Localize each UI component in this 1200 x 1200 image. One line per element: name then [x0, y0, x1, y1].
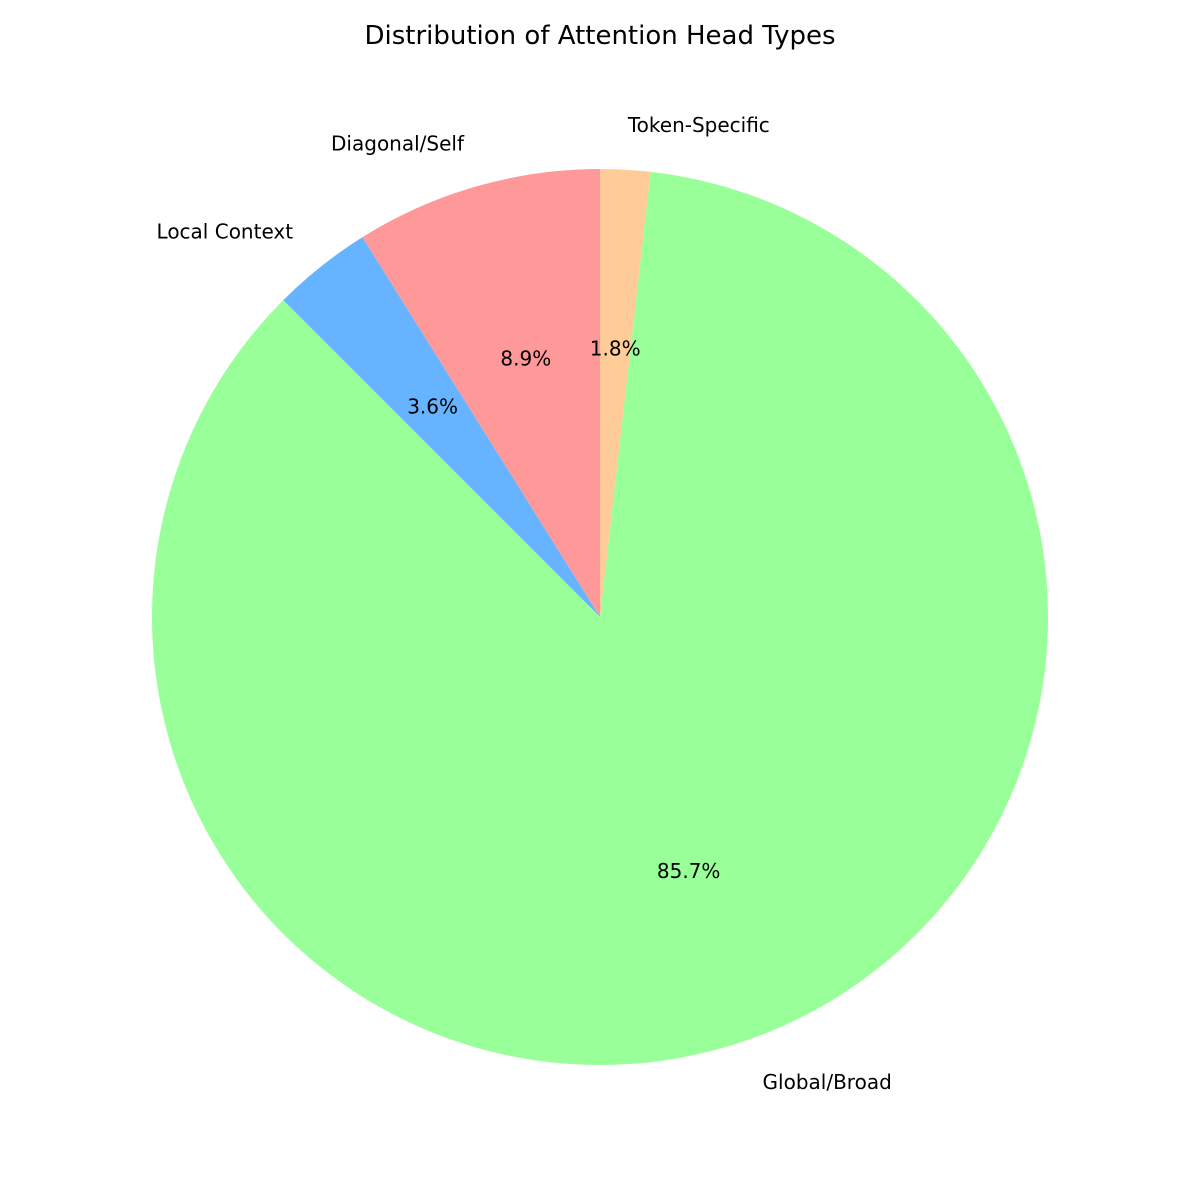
slice-label: Local Context: [157, 219, 294, 243]
slice-percentage-label: 8.9%: [500, 347, 551, 371]
slice-percentage-label: 85.7%: [657, 859, 721, 883]
pie-labels: Diagonal/Self 8.9% Local Context 3.6% Global…: [157, 113, 892, 1094]
pie-slices: [151, 169, 1048, 1066]
pie-slice-local-context: [283, 237, 600, 617]
chart-title: Distribution of Attention Head Types: [364, 21, 835, 51]
slice-label: Global/Broad: [763, 1070, 892, 1094]
slice-label: Token-Specific: [627, 113, 770, 137]
pie-slice-token-specific: [600, 169, 651, 617]
slice-percentage-label: 3.6%: [407, 395, 458, 419]
pie-slice-diagonal-self: [362, 169, 600, 617]
slice-label: Diagonal/Self: [331, 131, 465, 155]
pie-slice-global-broad: [151, 171, 1048, 1066]
slice-percentage-label: 1.8%: [590, 337, 641, 361]
